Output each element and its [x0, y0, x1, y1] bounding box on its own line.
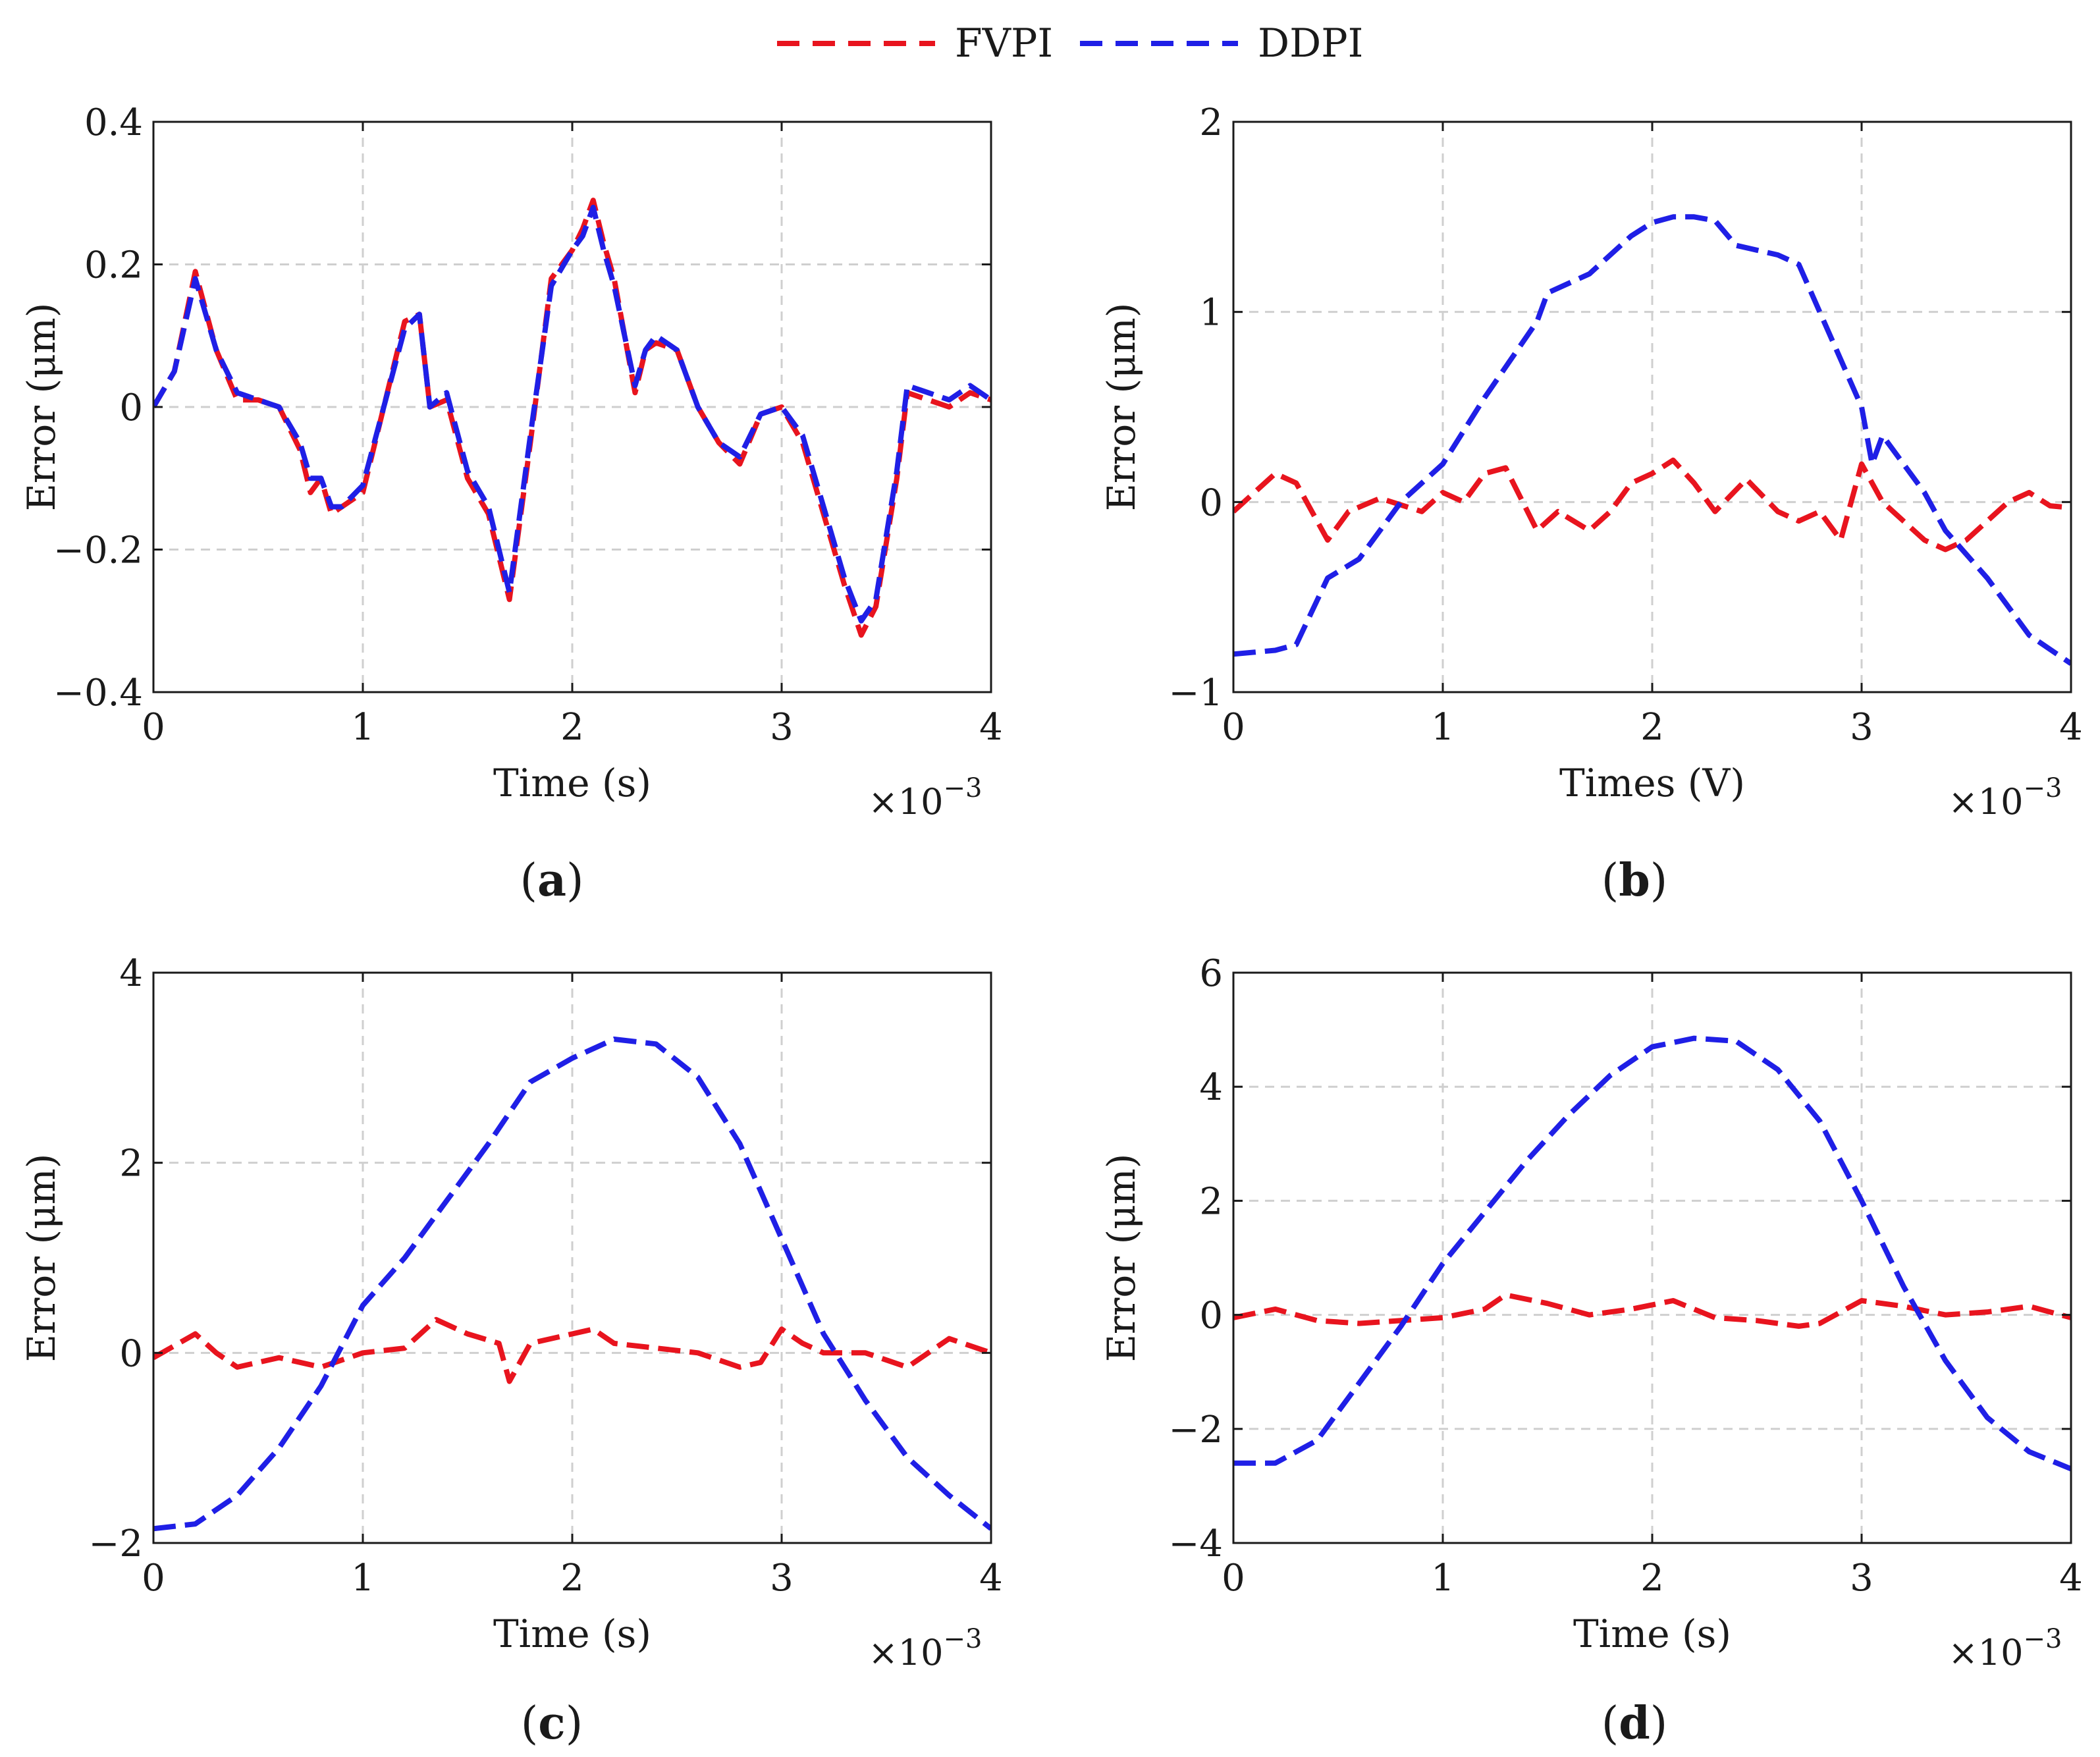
panel-b-label: (b): [1602, 854, 1668, 907]
panel-a-letter: a: [537, 854, 566, 907]
panel-d-ytick-label: 2: [1199, 1180, 1223, 1223]
panel-d-ytick-label: 0: [1199, 1295, 1223, 1338]
legend-label-ddpi: DDPI: [1258, 20, 1363, 67]
panel-b-letter: b: [1619, 854, 1650, 907]
panel-a-xtick-label: 0: [142, 706, 165, 749]
panel-d-ytick-label: −4: [1168, 1523, 1223, 1565]
panel-d-xtick-label: 4: [2059, 1557, 2083, 1600]
panel-b-xtick-label: 0: [1222, 706, 1245, 749]
panel-c-xtick-label: 1: [351, 1557, 375, 1600]
panel-d-ytick-label: 4: [1199, 1066, 1223, 1109]
panel-c-ytick-label: 4: [119, 952, 143, 995]
panel-c-xtick-label: 3: [770, 1557, 794, 1600]
legend: FVPI DDPI: [777, 20, 1363, 67]
panel-a-xtick-label: 1: [351, 706, 375, 749]
panel-b-x-multiplier: ×10−3: [1949, 773, 2062, 823]
panel-b-ytick-label: 0: [1199, 481, 1223, 524]
panel-c-xtick-label: 4: [979, 1557, 1003, 1600]
panel-c-xtick-label: 2: [560, 1557, 584, 1600]
panel-c-letter: c: [538, 1697, 565, 1750]
panel-a-ytick-label: 0.2: [84, 244, 143, 287]
panel-a-label: (a): [520, 854, 583, 907]
panel-a-xtick-label: 2: [560, 706, 584, 749]
panel-b-xlabel: Times (V): [1559, 761, 1745, 805]
panel-a-xtick-label: 3: [770, 706, 794, 749]
panel-c-ytick-label: 0: [119, 1332, 143, 1375]
panel-d-ylabel: Error (μm): [1099, 1154, 1144, 1363]
panel-d-letter: d: [1619, 1697, 1650, 1750]
panel-d-ytick-label: −2: [1168, 1409, 1223, 1451]
panel-a-ylabel: Error (μm): [19, 303, 64, 512]
panel-c-series-ddpi: [153, 1037, 991, 1532]
panel-b-xtick-label: 4: [2059, 706, 2083, 749]
panel-a-xtick-label: 4: [979, 706, 1003, 749]
panel-d-series-fvpi: [1233, 1292, 2071, 1329]
panel-b-series-fvpi: [1233, 457, 2071, 553]
panel-d-x-multiplier: ×10−3: [1949, 1624, 2062, 1673]
panel-b-series-ddpi: [1233, 214, 2071, 666]
panel-d-xtick-label: 2: [1640, 1557, 1664, 1600]
panel-c-ytick-label: 2: [119, 1143, 143, 1185]
panel-c-ylabel: Error (μm): [19, 1154, 64, 1363]
panel-a-ytick-label: 0: [119, 387, 143, 429]
panel-c-ytick-label: −2: [88, 1523, 143, 1565]
panel-b-xtick-label: 2: [1640, 706, 1664, 749]
panel-c-x-multiplier: ×10−3: [869, 1624, 983, 1673]
panel-b-xtick-label: 1: [1431, 706, 1455, 749]
panel-c-label: (c): [521, 1697, 583, 1750]
panel-b-ytick-label: −1: [1168, 672, 1223, 715]
legend-label-fvpi: FVPI: [955, 20, 1053, 67]
panel-d-ytick-label: 6: [1199, 952, 1223, 995]
panel-b-ytick-label: 1: [1199, 292, 1223, 335]
panel-d: (d) 0 1 2 3 4 −4 −2 0 2 4 6 Time (s) Error (μm) ×10−3: [1099, 952, 2083, 1750]
panel-d-label: (d): [1602, 1697, 1668, 1750]
panel-d-xlabel: Time (s): [1573, 1611, 1731, 1656]
panel-a-x-multiplier: ×10−3: [869, 773, 983, 823]
panel-a-xlabel: Time (s): [493, 761, 651, 805]
panel-a-ytick-label: 0.4: [84, 101, 143, 144]
panel-d-xtick-label: 3: [1850, 1557, 1873, 1600]
panel-c-xtick-label: 0: [142, 1557, 165, 1600]
panel-b-xtick-label: 3: [1850, 706, 1873, 749]
panel-a: (a) 0 1 2 3 4 −0.4 −0.2 0 0.2 0.4 Time (s) Error (μ…: [19, 101, 1003, 907]
panel-b-ylabel: Error (μm): [1099, 303, 1144, 512]
panel-d-xtick-label: 0: [1222, 1557, 1245, 1600]
panel-d-series-ddpi: [1233, 1035, 2071, 1472]
panel-a-ytick-label: −0.2: [53, 529, 143, 572]
panel-d-xtick-label: 1: [1431, 1557, 1455, 1600]
panel-c-series-fvpi: [153, 1316, 991, 1384]
panel-c-xlabel: Time (s): [493, 1611, 651, 1656]
panel-a-series-ddpi: [153, 204, 991, 624]
panel-b-ytick-label: 2: [1199, 101, 1223, 144]
panel-a-ytick-label: −0.4: [53, 672, 143, 715]
